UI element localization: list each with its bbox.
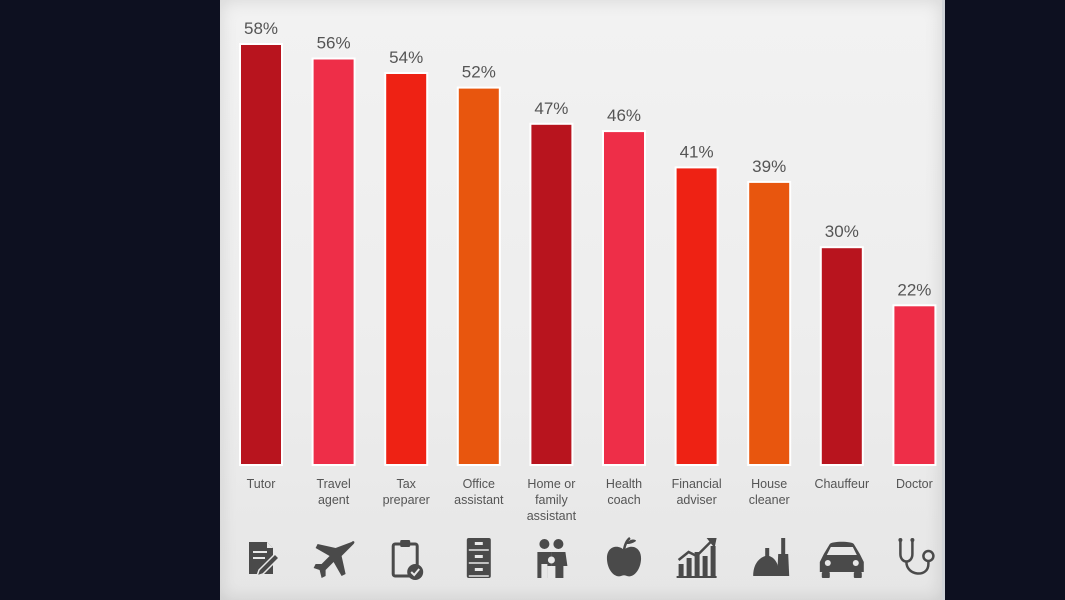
bar-6 xyxy=(602,130,646,466)
broom-dustpan-icon xyxy=(753,538,790,576)
chart-screen: 58% 56% 54% 52% 47% 46% 41% 39% 30% 22% Tutor Trav… xyxy=(220,0,945,600)
category-label-2: Travel agent xyxy=(316,477,350,507)
category-labels-layer: Tutor Travel agent Tax preparer Office assista… xyxy=(247,477,933,523)
bar-9 xyxy=(819,246,864,466)
bar-2 xyxy=(311,57,356,466)
category-label-7: Financial adviser xyxy=(672,477,722,507)
apple-icon xyxy=(606,538,642,577)
value-label-4: 52% xyxy=(462,63,496,82)
value-label-5: 47% xyxy=(534,99,568,118)
value-label-9: 30% xyxy=(825,222,859,241)
icons-layer xyxy=(249,538,933,580)
car-icon xyxy=(819,541,864,578)
category-label-9: Chauffeur xyxy=(814,477,869,491)
value-label-3: 54% xyxy=(389,48,423,67)
family-icon xyxy=(537,539,568,578)
document-pen-icon xyxy=(249,542,279,576)
bar-10 xyxy=(892,304,937,466)
value-label-8: 39% xyxy=(752,157,786,176)
airplane-icon xyxy=(313,541,355,578)
category-label-5: Home or family assistant xyxy=(527,477,577,523)
category-label-6: Health coach xyxy=(606,477,642,507)
bar-3 xyxy=(384,72,429,466)
category-label-1: Tutor xyxy=(247,477,276,491)
bar-5 xyxy=(529,122,574,467)
category-label-4: Office assistant xyxy=(454,477,504,507)
category-label-10: Doctor xyxy=(896,477,933,491)
growth-chart-icon xyxy=(677,538,717,577)
file-cabinet-icon xyxy=(466,538,491,578)
value-labels-layer: 58% 56% 54% 52% 47% 46% 41% 39% 30% 22% xyxy=(244,19,931,299)
value-label-1: 58% xyxy=(244,19,278,38)
bar-8 xyxy=(747,180,792,466)
bars-layer xyxy=(239,43,937,467)
clipboard-check-icon xyxy=(393,540,424,580)
value-label-7: 41% xyxy=(680,142,714,161)
bar-chart: 58% 56% 54% 52% 47% 46% 41% 39% 30% 22% Tutor Trav… xyxy=(239,19,937,580)
category-label-8: House cleaner xyxy=(749,477,790,507)
value-label-2: 56% xyxy=(317,34,351,53)
value-label-6: 46% xyxy=(607,106,641,125)
category-label-3: Tax preparer xyxy=(383,477,430,507)
bar-7 xyxy=(674,166,719,466)
stethoscope-icon xyxy=(898,538,933,574)
bar-4 xyxy=(456,86,501,466)
bar-1 xyxy=(239,43,283,466)
value-label-10: 22% xyxy=(897,280,931,299)
